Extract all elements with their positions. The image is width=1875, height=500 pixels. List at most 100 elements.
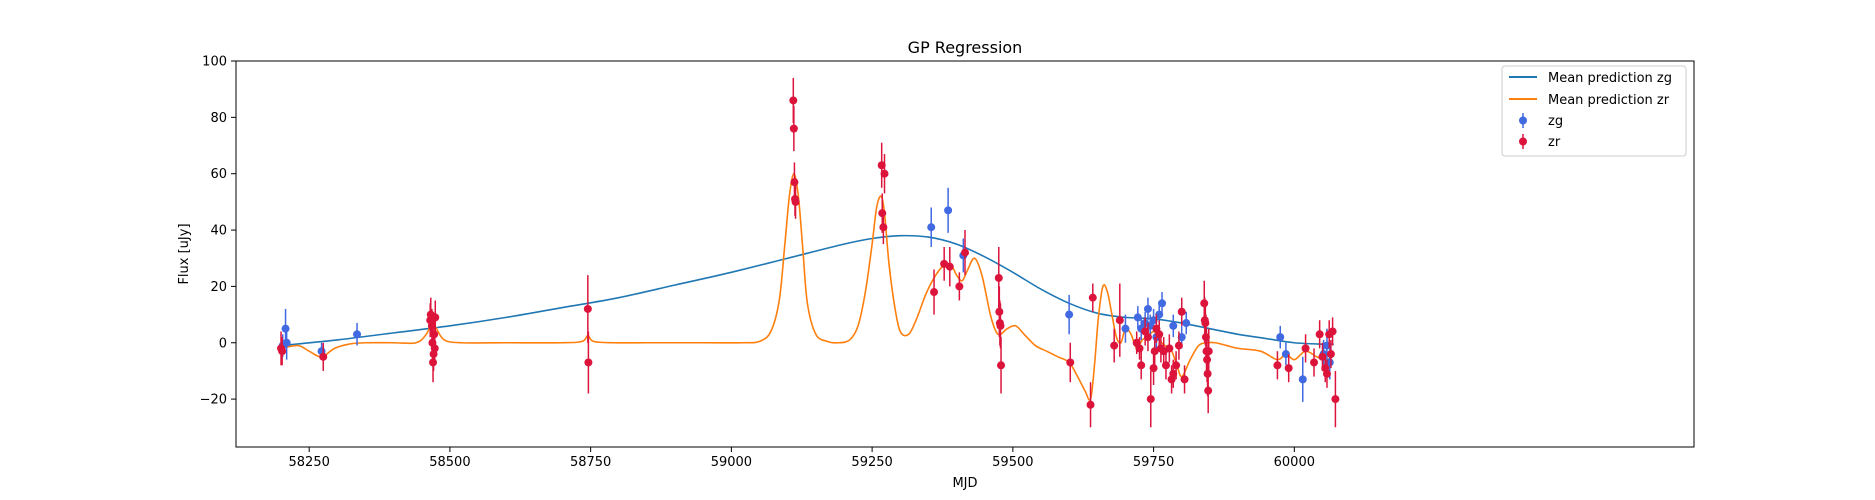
data-point-zg xyxy=(281,324,290,333)
data-point-zr xyxy=(1066,358,1075,367)
data-point-zg xyxy=(1158,299,1167,308)
y-tick-label: 100 xyxy=(202,55,227,70)
legend-zg-marker xyxy=(1519,116,1527,125)
data-point-zr xyxy=(431,313,440,322)
legend-zg-label: zg xyxy=(1548,114,1563,129)
data-point-zr xyxy=(789,124,798,133)
data-point-zr xyxy=(791,197,800,206)
data-point-zr xyxy=(583,304,592,313)
data-point-zg xyxy=(1143,304,1152,313)
x-tick-label: 58250 xyxy=(289,455,330,470)
x-axis-ticks: 58250 58500 58750 59000 59250 59500 59750 60000 xyxy=(289,447,1315,470)
data-point-zr xyxy=(930,288,939,297)
chart-title: GP Regression xyxy=(908,38,1023,57)
data-point-zr xyxy=(1161,361,1170,370)
data-point-zg xyxy=(1121,324,1130,333)
data-point-zr xyxy=(1284,364,1293,373)
y-axis-ticks: −20 0 20 40 60 80 100 xyxy=(200,55,236,408)
data-point-zr xyxy=(1088,293,1097,302)
data-point-zr xyxy=(1326,350,1335,359)
y-tick-label: −20 xyxy=(200,393,227,408)
data-point-zr xyxy=(1301,344,1310,353)
data-point-zg xyxy=(1149,316,1158,325)
series-points-zr xyxy=(277,77,1340,428)
data-point-zg xyxy=(1298,375,1307,384)
legend-zr-marker xyxy=(1519,137,1527,146)
legend-zr-label: zr xyxy=(1548,135,1561,150)
data-point-zr xyxy=(879,223,888,232)
data-point-zr xyxy=(996,321,1005,330)
data-point-zr xyxy=(319,352,328,361)
data-point-zr xyxy=(1110,341,1119,350)
axes-frame xyxy=(235,60,1695,448)
data-point-zg xyxy=(927,223,936,232)
data-point-zr xyxy=(1331,395,1340,404)
data-point-zr xyxy=(1310,358,1319,367)
data-point-zr xyxy=(1135,344,1144,353)
legend-box xyxy=(1501,65,1687,157)
data-point-zr xyxy=(1328,327,1337,336)
data-point-zg xyxy=(353,330,362,339)
data-point-zr xyxy=(1143,333,1152,342)
series-layer xyxy=(277,77,1340,428)
x-tick-label: 59250 xyxy=(851,455,892,470)
data-point-zg xyxy=(1133,313,1142,322)
data-point-zr xyxy=(1174,341,1183,350)
data-point-zr xyxy=(1273,361,1282,370)
data-point-zr xyxy=(584,358,593,367)
data-point-zr xyxy=(1172,361,1181,370)
y-tick-label: 20 xyxy=(210,280,227,295)
data-point-zr xyxy=(430,344,439,353)
data-point-zr xyxy=(1204,386,1213,395)
data-point-zr xyxy=(1204,347,1213,356)
data-point-zr xyxy=(1115,316,1124,325)
data-point-zg xyxy=(1169,321,1178,330)
data-point-zg xyxy=(1177,333,1186,342)
series-line-mean-prediction-zg xyxy=(280,234,1334,347)
x-tick-label: 59000 xyxy=(711,455,752,470)
data-point-zr xyxy=(961,248,969,257)
x-axis-label: MJD xyxy=(952,476,977,491)
data-point-zg xyxy=(1325,358,1334,367)
data-point-zg xyxy=(1065,310,1074,319)
data-point-zr xyxy=(880,169,889,178)
data-point-zr xyxy=(1149,364,1158,373)
data-point-zr xyxy=(955,282,964,291)
legend-mean-zr-label: Mean prediction zr xyxy=(1548,93,1670,108)
data-point-zr xyxy=(1150,347,1159,356)
data-point-zg xyxy=(1155,310,1164,319)
legend: Mean prediction zg Mean prediction zr zg… xyxy=(1501,65,1687,157)
x-tick-label: 58750 xyxy=(570,455,611,470)
y-tick-label: 40 xyxy=(210,224,227,239)
y-tick-label: 0 xyxy=(219,336,227,351)
data-point-zr xyxy=(789,96,798,105)
data-point-zr xyxy=(278,347,287,356)
data-point-zg xyxy=(1182,319,1191,328)
y-tick-label: 60 xyxy=(210,167,227,182)
data-point-zg xyxy=(1276,333,1285,342)
data-point-zr xyxy=(1155,330,1164,339)
data-point-zg xyxy=(1281,350,1290,359)
data-point-zr xyxy=(994,273,1003,282)
data-point-zr xyxy=(1086,400,1095,409)
data-point-zr xyxy=(878,209,887,218)
axes: 58250 58500 58750 59000 59250 59500 59750 60000… xyxy=(200,55,1315,471)
data-point-zr xyxy=(1318,352,1327,361)
data-point-zr xyxy=(945,262,954,271)
data-point-zr xyxy=(1315,330,1324,339)
data-point-zr xyxy=(1165,344,1174,353)
data-point-zr xyxy=(1146,395,1155,404)
data-point-zg xyxy=(282,338,291,347)
data-point-zr xyxy=(1322,369,1331,378)
x-tick-label: 59750 xyxy=(1133,455,1174,470)
data-point-zr xyxy=(1169,369,1178,378)
data-point-zg xyxy=(944,206,953,215)
data-point-zr xyxy=(997,361,1006,370)
data-point-zr xyxy=(1137,361,1146,370)
data-point-zr xyxy=(1177,307,1186,316)
data-point-zr xyxy=(877,161,886,170)
legend-mean-zg-label: Mean prediction zg xyxy=(1548,71,1672,86)
x-tick-label: 59500 xyxy=(992,455,1033,470)
data-point-zr xyxy=(1180,375,1189,384)
